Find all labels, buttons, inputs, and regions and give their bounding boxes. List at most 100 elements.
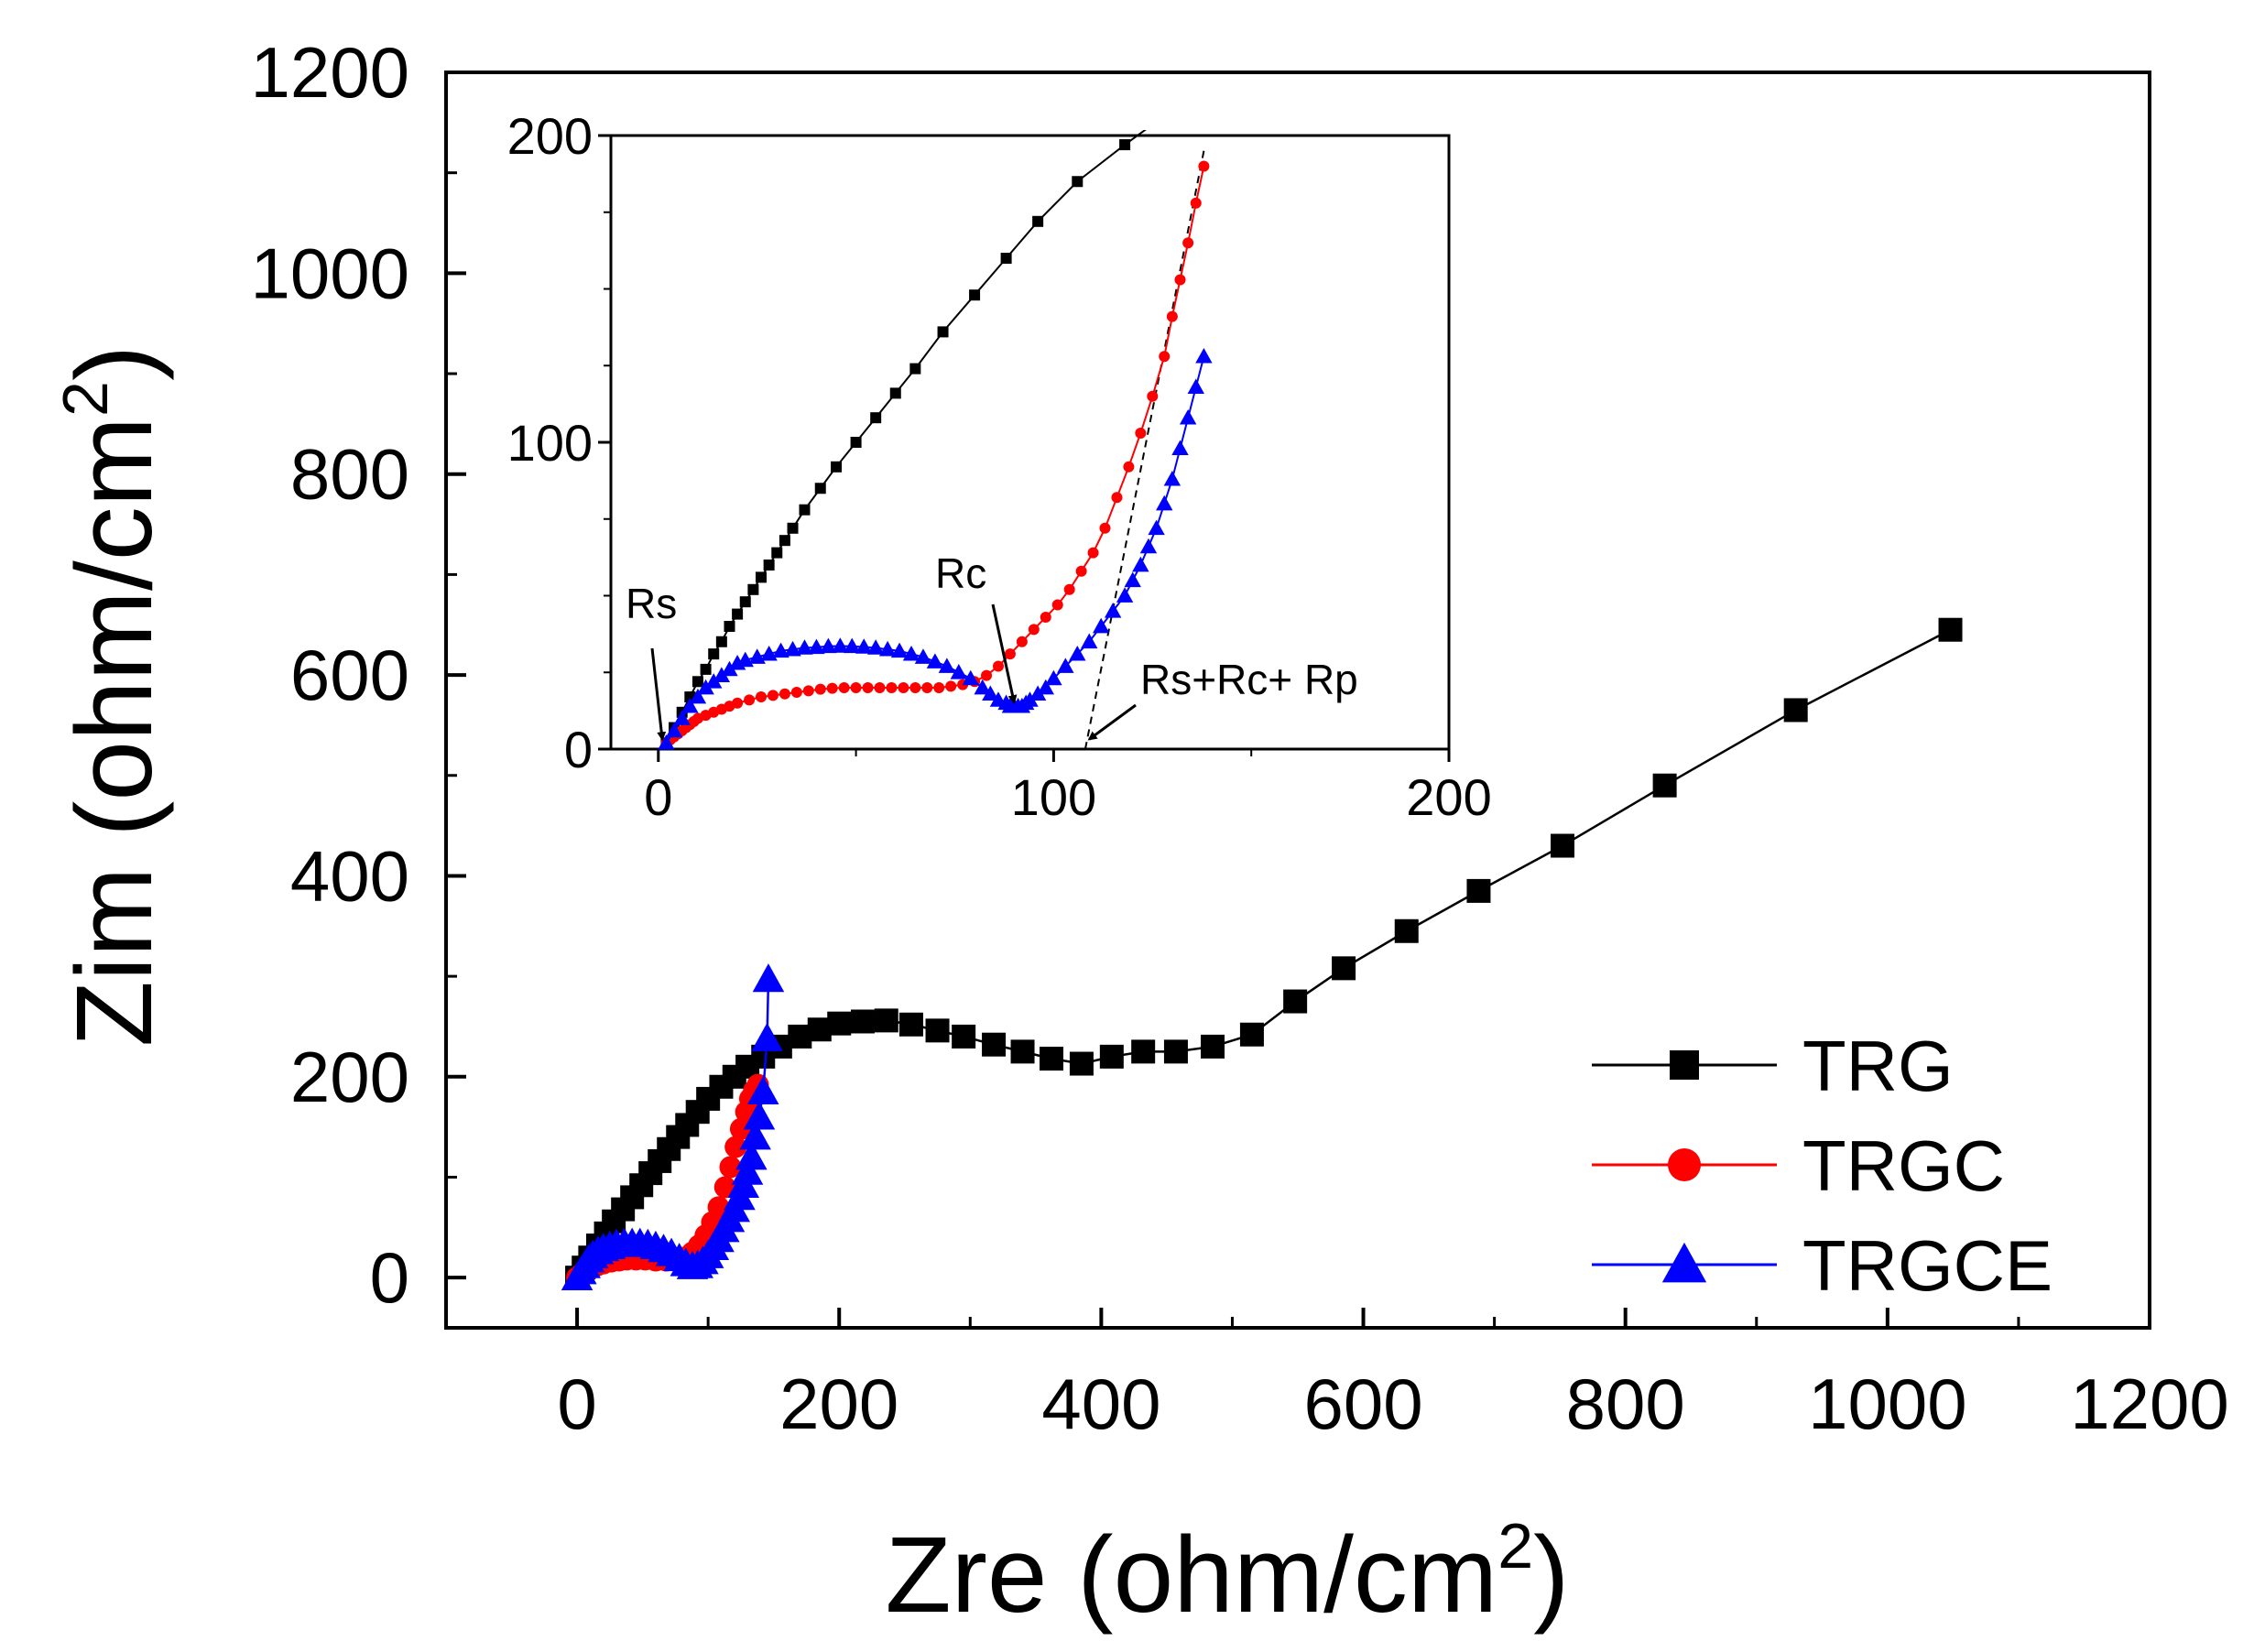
inset-data-point-trg bbox=[1032, 215, 1044, 227]
x-tick-label: 1000 bbox=[1808, 1364, 1967, 1444]
data-point-trg bbox=[1652, 773, 1677, 798]
annotation-arrow bbox=[991, 603, 1018, 705]
inset-data-point-trgce bbox=[1139, 538, 1158, 554]
inset-data-point-trg bbox=[799, 504, 811, 516]
annotation-rc: Rc bbox=[935, 549, 986, 597]
inset-plot-frame bbox=[609, 134, 1451, 751]
legend: TRG TRGC TRGCE bbox=[1592, 1026, 2053, 1306]
inset-series bbox=[658, 130, 1213, 750]
main-series bbox=[561, 617, 1963, 1290]
inset-y-tick-label: 200 bbox=[507, 107, 593, 165]
legend-marker-trgc bbox=[1668, 1148, 1701, 1181]
inset-data-point-trgc bbox=[1099, 522, 1111, 534]
y-tick-label: 1200 bbox=[250, 32, 409, 113]
data-point-trgce bbox=[746, 1076, 779, 1105]
inset-data-point-trgce bbox=[796, 639, 813, 655]
x-tick-label: 400 bbox=[1041, 1364, 1160, 1444]
inset-data-point-trgce bbox=[1045, 669, 1062, 686]
inset-data-point-trg bbox=[739, 596, 751, 608]
y-tick-label: 400 bbox=[290, 835, 409, 916]
inset-data-point-trgce bbox=[832, 637, 849, 653]
inset-data-point-trgce bbox=[808, 638, 825, 655]
inset-data-point-trg bbox=[969, 289, 981, 301]
inset-data-point-trgce bbox=[784, 640, 801, 657]
inset-data-point-trg bbox=[756, 571, 768, 583]
inset-data-point-trgce bbox=[1037, 679, 1054, 695]
inset-data-point-trgce bbox=[820, 637, 837, 654]
data-point-trg bbox=[1010, 1039, 1035, 1064]
inset-data-point-trgc bbox=[1051, 599, 1063, 611]
annotation-rs: Rs bbox=[626, 580, 677, 627]
inset-data-point-trgc bbox=[1159, 351, 1171, 363]
inset-data-point-trgce bbox=[1179, 409, 1197, 425]
inset-data-point-trgce bbox=[1171, 440, 1189, 456]
inset-data-point-trg bbox=[724, 621, 735, 632]
inset-data-point-trgc bbox=[874, 682, 886, 693]
inset-data-point-trgce bbox=[681, 697, 699, 713]
main-ticks bbox=[444, 71, 2151, 1328]
inset-data-point-trg bbox=[870, 412, 882, 424]
inset-data-point-trgce bbox=[982, 685, 999, 701]
inset-data-point-trgc bbox=[1166, 310, 1178, 322]
inset-data-point-trgce bbox=[1104, 603, 1122, 618]
inset-data-point-trgce bbox=[772, 642, 789, 658]
inset-data-point-trgc bbox=[921, 682, 933, 693]
inset-data-point-trg bbox=[691, 676, 703, 688]
inset-data-point-trg bbox=[1000, 253, 1012, 264]
inset-y-tick-label: 100 bbox=[507, 414, 593, 472]
inset-data-point-trgc bbox=[1182, 237, 1194, 249]
inset-data-point-trgce bbox=[713, 667, 731, 682]
inset-data-point-trgc bbox=[779, 688, 790, 700]
inset-data-point-trg bbox=[715, 636, 727, 647]
inset-data-point-trgce bbox=[1187, 378, 1204, 395]
inset-data-point-trgce bbox=[878, 640, 897, 657]
inset-data-point-trg bbox=[909, 363, 921, 375]
inset-data-point-trgce bbox=[1116, 587, 1134, 603]
legend-label-trg: TRG bbox=[1802, 1026, 1954, 1106]
data-point-trg bbox=[1551, 833, 1575, 858]
y-tick-label: 800 bbox=[290, 434, 409, 515]
legend-marker-trgce bbox=[1661, 1242, 1707, 1283]
legend-label-trgc: TRGC bbox=[1802, 1125, 2005, 1206]
data-point-trg bbox=[874, 1008, 898, 1033]
inset-data-point-trgc bbox=[981, 669, 993, 681]
inset-data-point-trgc bbox=[1147, 390, 1159, 402]
inset-annotations: Rs Rc Rs+Rc+ Rp bbox=[626, 549, 1358, 742]
inset-x-tick-label: 100 bbox=[1011, 768, 1096, 826]
y-tick-label: 1000 bbox=[250, 233, 409, 313]
inset-data-point-trgce bbox=[902, 645, 920, 661]
inset-data-point-trgc bbox=[1174, 274, 1186, 286]
inset-data-point-trgc bbox=[802, 685, 814, 697]
inset-data-point-trg bbox=[850, 437, 862, 448]
inset-data-point-trgc bbox=[744, 694, 756, 706]
data-point-trg bbox=[1099, 1044, 1124, 1069]
inset-data-point-trgce bbox=[658, 734, 675, 750]
inset-x-tick-label: 200 bbox=[1406, 768, 1491, 826]
y-tick-label: 0 bbox=[370, 1237, 409, 1318]
inset-data-point-trgc bbox=[814, 683, 826, 695]
inset-data-point-trgc bbox=[1063, 583, 1075, 595]
inset-data-point-trgce bbox=[1029, 685, 1047, 701]
inset-data-point-trgc bbox=[909, 682, 921, 693]
data-point-trg bbox=[1938, 617, 1963, 642]
inset-data-point-trg bbox=[814, 483, 826, 495]
inset-data-point-trgce bbox=[914, 648, 932, 664]
inset-data-point-trgc bbox=[1028, 624, 1040, 636]
inset-data-point-trgc bbox=[992, 660, 1004, 672]
data-point-trgce bbox=[735, 1141, 768, 1170]
x-tick-label: 0 bbox=[557, 1364, 596, 1444]
data-point-trg bbox=[1332, 956, 1356, 981]
inset-data-point-trgc bbox=[1075, 565, 1087, 577]
inset-data-point-trg bbox=[1119, 139, 1131, 151]
inset-data-point-trg bbox=[889, 387, 901, 399]
x-axis-title: Zre (ohm/cm2) bbox=[886, 1510, 1570, 1636]
legend-marker-trg bbox=[1670, 1050, 1699, 1080]
inset-data-point-trg bbox=[747, 583, 759, 595]
inset-data-point-trgce bbox=[866, 639, 885, 655]
inset-data-point-trgc bbox=[898, 682, 909, 693]
inset-data-point-trg bbox=[732, 608, 744, 620]
x-tick-label: 800 bbox=[1566, 1364, 1685, 1444]
inset-data-point-trgc bbox=[886, 682, 898, 693]
inset-data-point-trgce bbox=[938, 658, 956, 673]
